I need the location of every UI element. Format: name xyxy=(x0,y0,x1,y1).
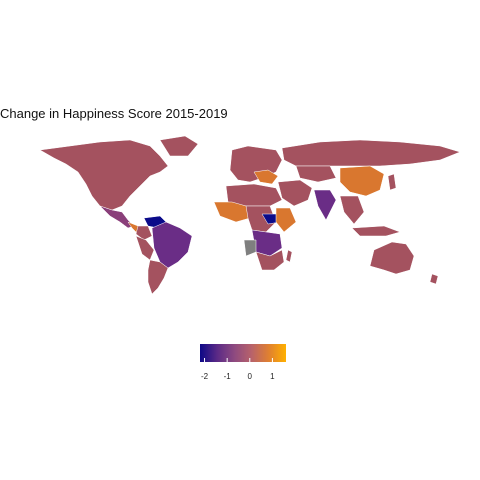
region-indonesia xyxy=(351,225,401,237)
legend-tick-label: -1 xyxy=(223,372,231,381)
legend-gradient-bar xyxy=(200,344,286,362)
region-japan xyxy=(387,173,397,191)
legend-tick-label: 1 xyxy=(270,372,275,381)
region-australia xyxy=(369,241,415,275)
region-mexico xyxy=(99,205,135,229)
region-southeast-europe xyxy=(253,169,279,185)
region-colombia xyxy=(135,225,153,241)
region-angola-missing xyxy=(243,239,257,257)
region-russia xyxy=(281,139,461,167)
landmasses xyxy=(39,135,461,295)
region-china xyxy=(339,165,385,197)
region-madagascar xyxy=(285,249,293,263)
region-peru xyxy=(135,235,155,261)
region-south-africa xyxy=(255,249,285,271)
region-southern-cone xyxy=(147,259,169,295)
region-brazil xyxy=(151,221,193,269)
color-legend: -2 -1 0 1 xyxy=(200,344,290,383)
region-new-zealand xyxy=(429,273,439,285)
region-east-africa xyxy=(275,207,297,233)
region-north-america xyxy=(39,139,169,211)
region-greenland xyxy=(159,135,199,157)
legend-tick-label: -2 xyxy=(200,372,209,381)
region-southeast-asia xyxy=(339,195,365,225)
region-india xyxy=(313,189,337,221)
map-title: Change in Happiness Score 2015-2019 xyxy=(0,106,228,121)
region-middle-east xyxy=(277,179,313,207)
legend-tick-label: 0 xyxy=(247,372,253,381)
region-kazakhstan xyxy=(295,165,337,183)
